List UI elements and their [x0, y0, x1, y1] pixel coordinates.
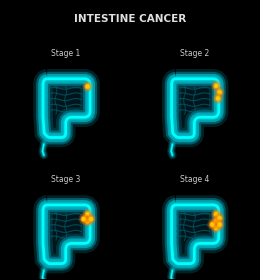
Circle shape — [210, 222, 214, 227]
Circle shape — [213, 225, 219, 231]
PathPatch shape — [43, 205, 90, 263]
Circle shape — [86, 219, 90, 223]
Circle shape — [218, 223, 221, 226]
Circle shape — [215, 220, 224, 230]
Circle shape — [82, 218, 85, 220]
Circle shape — [84, 83, 91, 90]
Circle shape — [209, 221, 215, 228]
Circle shape — [83, 209, 92, 219]
Text: Stage 1: Stage 1 — [51, 49, 80, 58]
Circle shape — [217, 216, 222, 220]
Circle shape — [88, 216, 94, 222]
Circle shape — [84, 218, 91, 225]
Circle shape — [212, 81, 221, 91]
Circle shape — [215, 87, 224, 97]
Circle shape — [217, 90, 222, 95]
Circle shape — [79, 214, 88, 224]
Text: INTESTINE CANCER: INTESTINE CANCER — [74, 14, 186, 24]
Circle shape — [214, 219, 218, 223]
Circle shape — [84, 211, 91, 218]
Circle shape — [86, 213, 89, 216]
Circle shape — [86, 214, 95, 224]
Circle shape — [215, 213, 217, 216]
Circle shape — [215, 220, 217, 223]
Circle shape — [86, 220, 89, 223]
PathPatch shape — [172, 205, 219, 263]
Circle shape — [86, 84, 90, 89]
Circle shape — [86, 85, 89, 88]
Circle shape — [83, 81, 92, 92]
Circle shape — [212, 209, 221, 219]
Circle shape — [86, 212, 90, 216]
PathPatch shape — [43, 79, 90, 137]
Circle shape — [215, 213, 224, 223]
PathPatch shape — [172, 79, 219, 137]
Circle shape — [211, 223, 214, 226]
Circle shape — [213, 211, 219, 218]
Circle shape — [81, 216, 87, 222]
Circle shape — [216, 221, 223, 228]
Circle shape — [217, 222, 222, 227]
Circle shape — [217, 97, 219, 100]
Circle shape — [89, 217, 93, 221]
Circle shape — [213, 83, 219, 89]
Circle shape — [215, 95, 221, 102]
Text: Stage 3: Stage 3 — [51, 175, 80, 184]
Circle shape — [215, 85, 217, 87]
Circle shape — [214, 84, 218, 88]
Circle shape — [82, 217, 86, 221]
Text: Stage 2: Stage 2 — [180, 49, 209, 58]
Circle shape — [215, 227, 217, 229]
Circle shape — [90, 218, 92, 220]
Circle shape — [213, 94, 223, 103]
Circle shape — [212, 216, 221, 226]
Circle shape — [216, 215, 223, 221]
Circle shape — [214, 212, 218, 216]
Circle shape — [214, 226, 218, 230]
Circle shape — [216, 89, 223, 96]
Circle shape — [83, 216, 92, 226]
Circle shape — [212, 223, 221, 233]
Circle shape — [216, 96, 220, 101]
Circle shape — [213, 218, 219, 225]
Circle shape — [208, 220, 217, 230]
Circle shape — [218, 91, 221, 94]
Circle shape — [218, 217, 221, 220]
Text: Stage 4: Stage 4 — [180, 175, 209, 184]
